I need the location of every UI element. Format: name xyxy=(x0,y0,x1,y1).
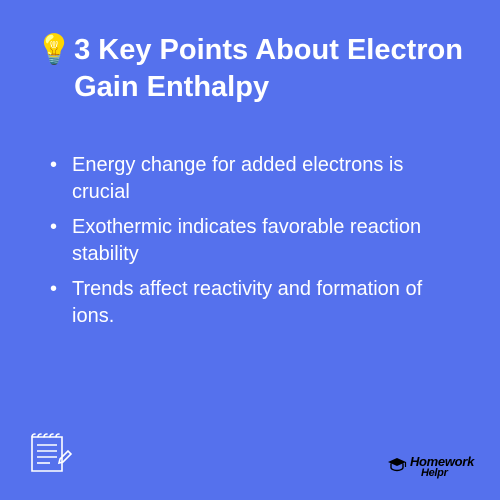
brand-logo: Homework Helpr xyxy=(387,456,474,478)
list-item: Exothermic indicates favorable reaction … xyxy=(72,214,442,268)
lightbulb-icon: 💡 xyxy=(36,32,72,69)
graduation-cap-icon xyxy=(387,457,407,478)
brand-name: Homework Helpr xyxy=(410,456,474,478)
notepad-icon xyxy=(22,423,76,482)
list-item: Energy change for added electrons is cru… xyxy=(72,152,442,206)
page-title: 💡 3 Key Points About Electron Gain Entha… xyxy=(36,32,464,106)
title-text: 3 Key Points About Electron Gain Enthalp… xyxy=(74,32,464,106)
key-points-list: Energy change for added electrons is cru… xyxy=(36,152,464,330)
list-item: Trends affect reactivity and formation o… xyxy=(72,276,442,330)
